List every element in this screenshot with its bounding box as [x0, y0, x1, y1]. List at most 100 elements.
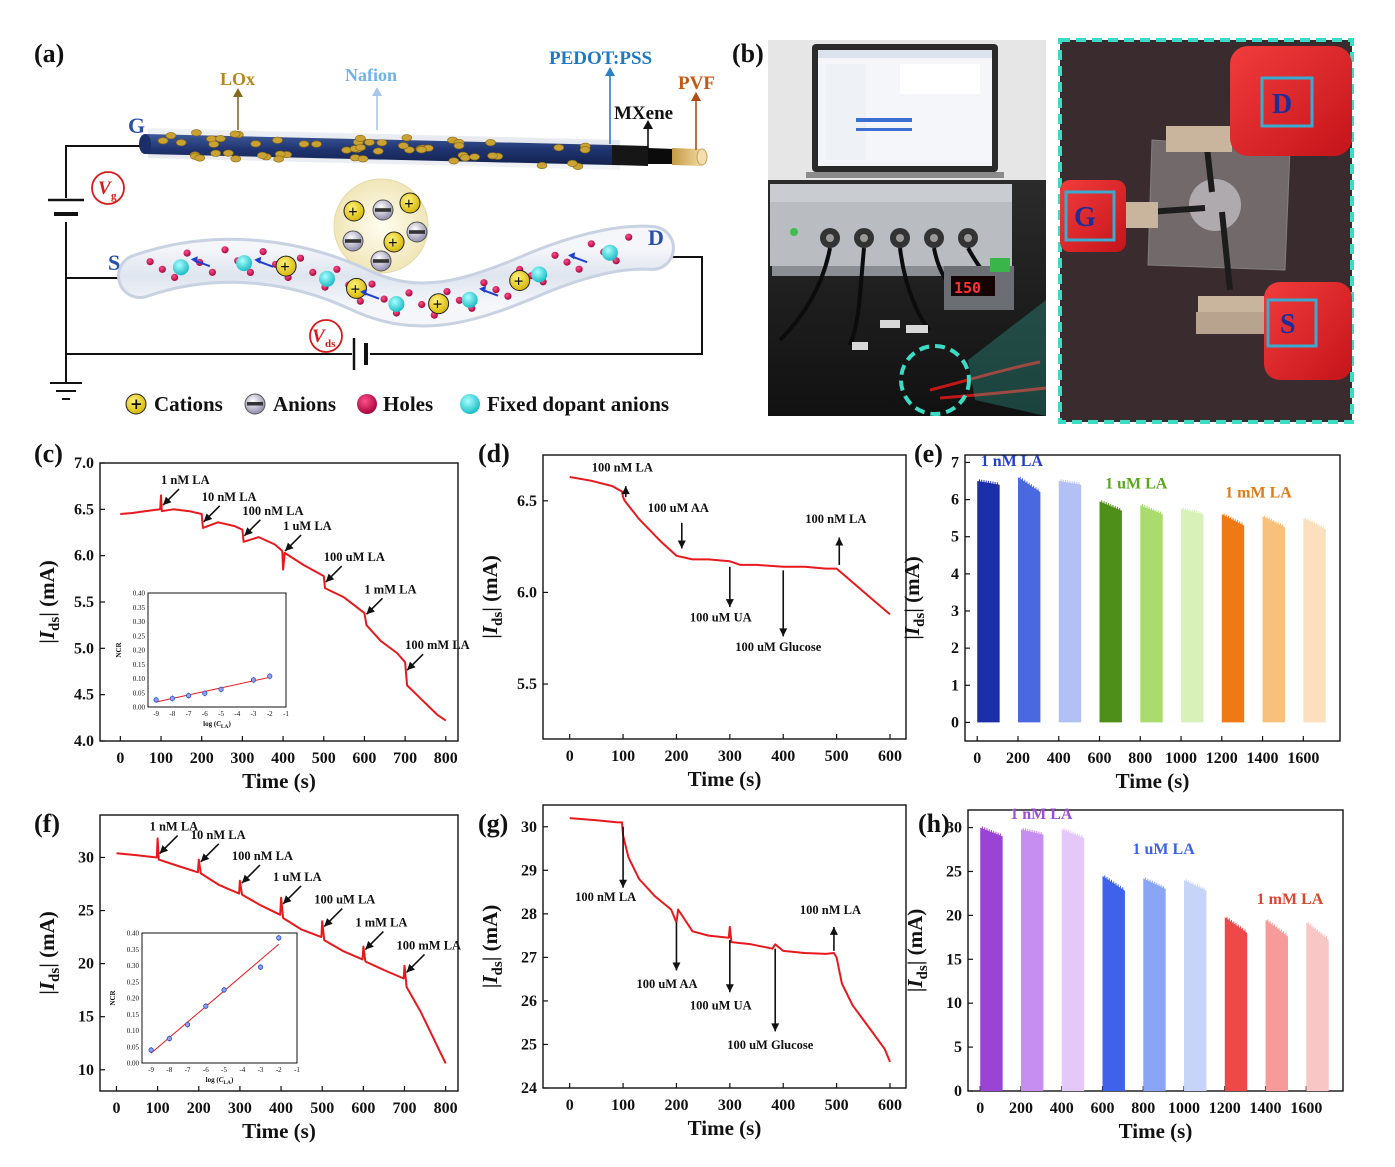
y-tick-label: 10 [78, 1062, 94, 1079]
schematic-legend: + Cations Anions Holes Fixed dopant anio… [125, 392, 669, 416]
device-label-g: G [1074, 202, 1096, 233]
x-tick-label: 100 [149, 750, 173, 767]
x-tick-label: 700 [393, 750, 417, 767]
x-tick-label: 600 [1091, 1100, 1115, 1117]
x-tick-label: 0 [566, 748, 574, 765]
inset-y-tick: 0.30 [133, 618, 146, 626]
cation-icon [383, 231, 405, 253]
inset-y-tick: 0.10 [133, 675, 146, 683]
inset-x-tick: -3 [251, 710, 257, 718]
annotation-label: 100 uM LA [324, 550, 385, 564]
annotation-arrowhead [779, 628, 788, 637]
hole-dot [563, 258, 571, 266]
dopant-dot [388, 296, 405, 312]
x-tick-label: 400 [271, 750, 295, 767]
meter-reading: 150 [954, 279, 981, 297]
inset-data-point [267, 673, 273, 679]
drift-arrow-head [360, 288, 368, 296]
annotation-arrowhead [283, 895, 292, 904]
inset-fit-line [150, 943, 280, 1054]
hole-dot [480, 279, 488, 287]
cation-sign: + [280, 257, 290, 276]
svg-text:ds: ds [325, 338, 336, 350]
x-tick-label: 700 [393, 1100, 417, 1117]
current-pulse-block [1224, 917, 1248, 1091]
drift-arrow-head [190, 256, 198, 264]
annotation-label: 100 uM AA [648, 501, 709, 515]
y-tick-label: 7 [951, 454, 959, 471]
inset-y-tick: 0.00 [133, 704, 146, 712]
inset-data-point [221, 987, 227, 993]
lox-particle [272, 136, 283, 144]
current-pulse-block [1017, 477, 1041, 723]
inset-y-tick: 0.40 [127, 930, 140, 938]
panel-letter-h: (h) [918, 809, 950, 838]
drift-arrow-head [254, 256, 262, 264]
inset-x-tick: -5 [221, 1066, 227, 1074]
hole-dot [587, 240, 595, 248]
x-tick-label: 1000 [1168, 1100, 1200, 1117]
lox-particle [229, 130, 241, 138]
inset-data-point [203, 1003, 209, 1009]
annotation-arrowhead [203, 513, 213, 522]
lox-particle [487, 152, 498, 160]
lox-particle [230, 155, 242, 163]
inset-data-point [184, 1022, 191, 1028]
circuit-wiring [65, 145, 703, 382]
cation-sign: + [351, 279, 361, 298]
lox-particle [416, 146, 427, 154]
plot-frame [964, 454, 1341, 742]
annotation-arrowhead [241, 874, 251, 884]
current-pulse-block [1099, 501, 1122, 723]
lox-particle [357, 155, 369, 163]
x-tick-label: 1200 [1206, 750, 1238, 767]
y-tick-label: 15 [78, 1009, 94, 1026]
annotation-label: 100 uM Glucose [727, 1038, 814, 1052]
y-tick-label: 7.0 [74, 455, 94, 472]
current-pulse-block [1140, 505, 1163, 723]
annotation-label: 100 nM LA [575, 890, 636, 904]
label-nafion: Nafion [345, 65, 397, 85]
y-tick-label: 29 [521, 862, 537, 879]
vds-label: V ds [309, 319, 343, 353]
plot-frame [542, 454, 907, 740]
y-tick-label: 25 [946, 863, 962, 880]
inset-y-tick: 0.15 [127, 1011, 140, 1019]
annotation-arrowhead [672, 962, 681, 971]
x-tick-label: 1600 [1287, 750, 1319, 767]
annotation-arrowhead [285, 542, 294, 552]
annotation-label: 1 mM LA [364, 582, 416, 596]
x-tick-label: 800 [434, 1100, 458, 1117]
y-axis-label: |Ids| (mA) [35, 911, 63, 995]
annotation-label: 100 nM LA [232, 849, 293, 863]
current-pulse-block [1303, 518, 1326, 723]
panel-letter-a: (a) [34, 39, 64, 68]
annotation-arrowhead [163, 496, 172, 506]
svg-text:V: V [98, 178, 112, 199]
drain-voltage-source [352, 338, 368, 370]
annotation-arrowhead [159, 845, 169, 854]
x-tick-label: 1000 [1165, 750, 1197, 767]
lox-particle [311, 140, 322, 148]
x-tick-label: 600 [351, 1100, 375, 1117]
x-tick-label: 400 [1050, 1100, 1074, 1117]
x-tick-label: 600 [878, 748, 902, 765]
inset-x-tick: -4 [239, 1066, 245, 1074]
gate-voltage-source [48, 198, 84, 216]
lab-setup-photo: 150 [768, 40, 1047, 416]
y-axis-label: |Ids| (mA) [478, 905, 506, 989]
label-lox: LOx [220, 69, 255, 89]
inset-x-tick: -1 [283, 710, 289, 718]
annotation-label: 100 mM LA [405, 638, 470, 652]
inset-data-point [185, 692, 192, 699]
hole-dot [208, 268, 216, 276]
current-pulse-block [1058, 481, 1082, 723]
inset-x-tick: -6 [202, 710, 208, 718]
inset-x-tick: -9 [153, 710, 159, 718]
zoom-wedge [968, 300, 1046, 416]
y-tick-label: 5 [951, 529, 959, 546]
x-tick-label: 100 [611, 748, 635, 765]
annotation-arrowhead [829, 926, 838, 935]
annotation-label: 100 uM LA [314, 893, 375, 907]
panel-letter-g: (g) [478, 809, 508, 838]
